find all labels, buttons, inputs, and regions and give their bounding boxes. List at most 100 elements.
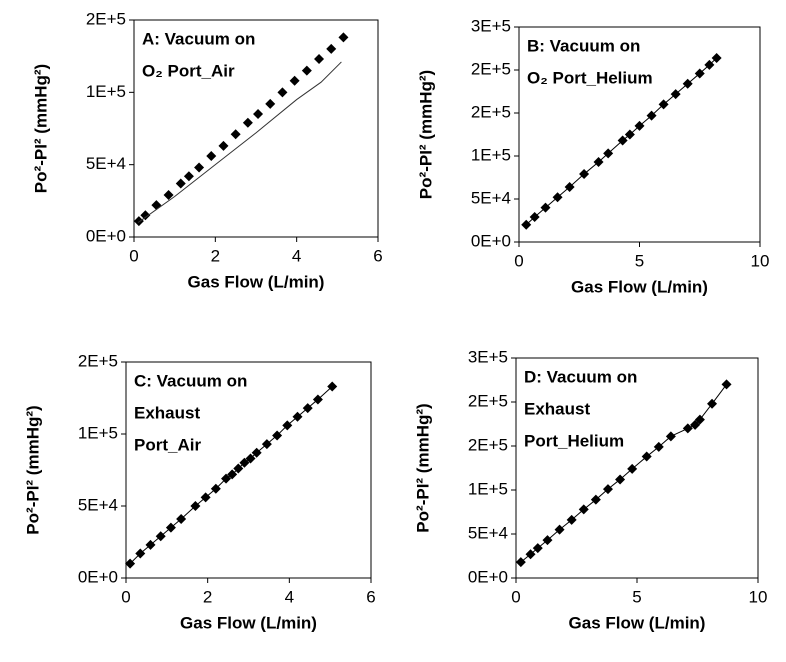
annotation: D: Vacuum on — [524, 367, 637, 386]
marker — [634, 120, 645, 131]
y-tick-label: 0E+0 — [86, 226, 126, 245]
x-tick-label: 2 — [211, 246, 220, 265]
marker — [289, 75, 300, 86]
marker — [646, 110, 657, 121]
y-tick-label: 2E+5 — [471, 102, 511, 121]
marker — [183, 171, 194, 182]
marker — [326, 43, 337, 54]
plot-frame — [133, 19, 379, 238]
x-tick-label: 4 — [285, 587, 294, 606]
annotation: Port_Air — [134, 435, 201, 454]
y-tick-label: 5E+4 — [86, 154, 126, 173]
marker — [542, 535, 553, 546]
marker — [301, 65, 312, 76]
marker — [282, 420, 293, 431]
y-tick-label: 5E+4 — [468, 523, 508, 542]
x-tick-label: 0 — [514, 251, 523, 270]
x-tick-label: 5 — [632, 587, 641, 606]
x-tick-label: 5 — [635, 251, 644, 270]
marker — [155, 531, 166, 542]
marker — [206, 150, 217, 161]
marker — [554, 524, 565, 535]
marker — [579, 169, 590, 180]
x-tick-label: 10 — [749, 587, 768, 606]
y-tick-label: 2E+5 — [468, 435, 508, 454]
marker — [603, 148, 614, 159]
marker — [515, 557, 526, 568]
annotation: O₂ Port_Air — [142, 61, 235, 80]
marker — [272, 430, 283, 441]
marker — [200, 492, 211, 503]
annotation: Port_Helium — [524, 431, 624, 450]
marker — [552, 192, 563, 203]
marker — [593, 157, 604, 168]
marker — [338, 32, 349, 43]
x-tick-label: 6 — [366, 587, 375, 606]
marker — [682, 423, 693, 434]
marker — [529, 212, 540, 223]
annotation: B: Vacuum on — [527, 36, 640, 55]
annotation: C: Vacuum on — [134, 371, 247, 390]
marker — [151, 200, 162, 211]
marker — [540, 202, 551, 213]
marker — [239, 457, 250, 468]
x-tick-label: 10 — [751, 251, 770, 270]
marker — [251, 447, 262, 458]
marker — [261, 439, 272, 450]
marker — [641, 451, 652, 462]
marker — [327, 381, 338, 392]
marker — [312, 394, 323, 405]
marker — [707, 398, 718, 409]
chart-panel: 0E+0 5E+4 1E+5 2E+5 0 2 4 6 Gas Flow (L/min) Po²-… — [31, 9, 382, 291]
y-tick-label: 2E+5 — [86, 9, 126, 28]
y-tick-label: 1E+5 — [468, 479, 508, 498]
marker — [194, 162, 205, 173]
y-tick-label: 3E+5 — [468, 347, 508, 366]
marker — [658, 99, 669, 110]
series-line — [129, 386, 333, 564]
annotation: Exhaust — [134, 403, 200, 422]
marker — [253, 109, 264, 120]
marker — [615, 474, 626, 485]
y-tick-label: 1E+5 — [86, 82, 126, 101]
marker — [175, 178, 186, 189]
marker — [525, 549, 536, 560]
x-tick-label: 0 — [121, 587, 130, 606]
y-tick-label: 3E+5 — [471, 16, 511, 35]
marker — [163, 190, 174, 201]
marker — [624, 129, 635, 140]
marker — [165, 522, 176, 533]
plot-frame — [125, 361, 372, 579]
x-axis-label: Gas Flow (L/min) — [569, 613, 706, 632]
x-tick-label: 0 — [511, 587, 520, 606]
marker — [694, 414, 705, 425]
y-tick-label: 2E+5 — [471, 59, 511, 78]
series-line — [137, 61, 342, 223]
marker — [711, 52, 722, 63]
marker — [721, 379, 732, 390]
marker — [218, 140, 229, 151]
marker — [233, 463, 244, 474]
y-tick-label: 0E+0 — [468, 567, 508, 586]
marker — [532, 543, 543, 554]
marker — [682, 78, 693, 89]
x-tick-label: 4 — [292, 246, 301, 265]
y-tick-label: 0E+0 — [471, 231, 511, 250]
marker — [145, 539, 156, 550]
marker — [617, 135, 628, 146]
marker — [521, 219, 532, 230]
marker — [627, 463, 638, 474]
marker — [210, 483, 221, 494]
x-tick-label: 0 — [129, 246, 138, 265]
annotation: A: Vacuum on — [142, 29, 255, 48]
marker — [227, 469, 238, 480]
marker — [564, 181, 575, 192]
plot-frame — [518, 26, 761, 243]
marker — [665, 431, 676, 442]
annotation: Exhaust — [524, 399, 590, 418]
marker — [265, 98, 276, 109]
x-axis-label: Gas Flow (L/min) — [571, 277, 708, 296]
marker — [578, 504, 589, 515]
y-tick-label: 1E+5 — [78, 423, 118, 442]
